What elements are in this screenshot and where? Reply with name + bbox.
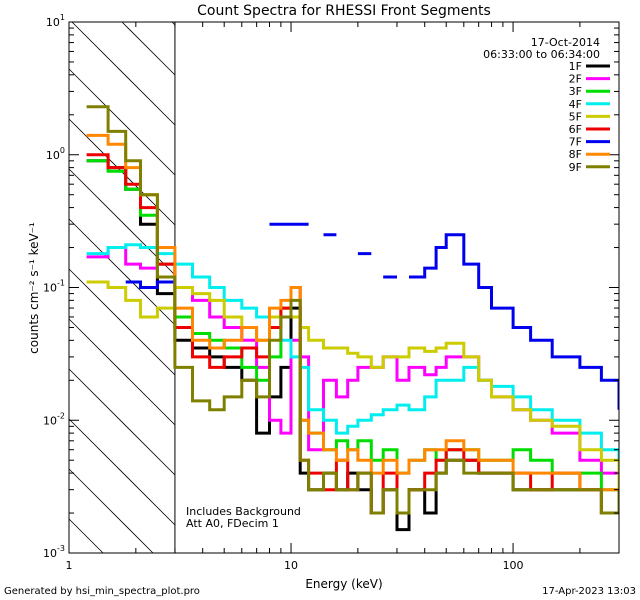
- series-line-9F: [86, 105, 619, 515]
- footer-generated-by: Generated by hsi_min_spectra_plot.pro: [4, 586, 200, 597]
- legend-label-4F: 4F: [569, 98, 582, 111]
- series-line-4F: [86, 243, 619, 474]
- y-tick-label: 10-1: [43, 279, 65, 295]
- y-tick-label: 100: [46, 146, 65, 162]
- legend-label-8F: 8F: [569, 148, 582, 161]
- y-tick-label: 10-2: [43, 411, 65, 427]
- series-line-7F: [125, 222, 619, 410]
- hatch-line: [71, 21, 176, 126]
- x-axis-label: Energy (keV): [305, 577, 382, 591]
- x-tick-label: 100: [503, 559, 524, 572]
- time-range-label: 06:33:00 to 06:34:00: [483, 48, 600, 61]
- x-tick-label: 1: [66, 559, 73, 572]
- y-tick-label: 10-3: [43, 544, 65, 560]
- series-line-2F: [86, 246, 619, 490]
- y-tick-label: 101: [46, 13, 65, 29]
- legend-label-2F: 2F: [569, 73, 582, 86]
- annotation-background: Includes Background: [186, 505, 301, 518]
- legend-label-1F: 1F: [569, 60, 582, 73]
- footer-timestamp: 17-Apr-2023 13:03: [542, 586, 636, 597]
- hatch-line: [68, 168, 176, 276]
- legend-label-3F: 3F: [569, 85, 582, 98]
- hatch-line: [121, 21, 176, 76]
- series-lines: [86, 105, 619, 532]
- hatch-line: [68, 418, 176, 526]
- date-label: 17-Oct-2014: [531, 36, 600, 49]
- annotation-attenuator: Att A0, FDecim 1: [186, 517, 279, 530]
- hatch-line: [68, 368, 176, 476]
- hatch-line: [68, 68, 176, 176]
- hatch-line: [68, 268, 176, 376]
- y-axis-ticks: 10-3 10-2 10-1 100 101: [43, 13, 619, 560]
- legend-label-6F: 6F: [569, 123, 582, 136]
- series-line-8F: [86, 133, 619, 492]
- hatch-line: [68, 318, 176, 426]
- y-axis-label: counts cm⁻² s⁻¹ keV⁻¹: [27, 222, 41, 354]
- x-axis-ticks: 1 10 100: [66, 22, 620, 572]
- legend-label-5F: 5F: [569, 110, 582, 123]
- series-line-5F: [86, 280, 619, 490]
- series-line-3F: [86, 159, 619, 492]
- hatch-line: [68, 518, 104, 554]
- legend-label-7F: 7F: [569, 136, 582, 149]
- legend-label-9F: 9F: [569, 161, 582, 174]
- hatch-line: [68, 468, 154, 554]
- chart-title: Count Spectra for RHESSI Front Segments: [197, 3, 491, 19]
- x-tick-label: 10: [284, 559, 298, 572]
